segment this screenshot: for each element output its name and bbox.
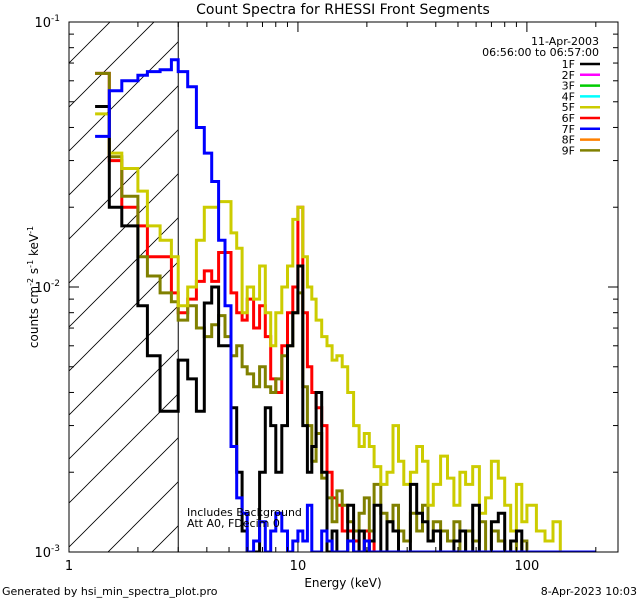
y-tick-base: 10: [34, 281, 51, 296]
legend-label-8F: 8F: [562, 134, 575, 147]
legend-label-9F: 9F: [562, 144, 575, 157]
y-tick-base: 10: [34, 546, 51, 561]
footer-generated-by: Generated by hsi_min_spectra_plot.pro: [2, 585, 218, 598]
chart-title: Count Spectra for RHESSI Front Segments: [196, 2, 490, 18]
y-axis-label-sup1: -2: [26, 278, 35, 286]
annotation-background: Includes Background: [187, 506, 302, 519]
x-tick-label-1: 1: [65, 559, 73, 574]
y-tick-exponent: -3: [51, 544, 60, 554]
y-tick-exponent: -1: [51, 14, 60, 24]
legend-label-7F: 7F: [562, 123, 575, 136]
y-axis-label-sup2: -1: [26, 260, 35, 268]
date-label: 11-Apr-2003: [531, 35, 599, 48]
legend-label-2F: 2F: [562, 69, 575, 82]
series-7F-line: [95, 58, 596, 552]
series-5F-line: [95, 112, 596, 552]
y-tick-label-0.001: 10-3: [34, 544, 60, 561]
x-tick-label-10: 10: [290, 559, 307, 574]
footer-timestamp: 8-Apr-2023 10:03: [541, 585, 637, 598]
time-range-label: 06:56:00 to 06:57:00: [482, 46, 599, 59]
x-tick-label-100: 100: [514, 559, 539, 574]
annotation-attenuator: Att A0, FDecim 0: [187, 517, 280, 530]
legend-label-5F: 5F: [562, 101, 575, 114]
y-tick-label-0.1: 10-1: [34, 14, 60, 31]
background-shaded-region: [69, 22, 179, 552]
y-tick-base: 10: [34, 16, 51, 31]
y-axis-label-s: s: [27, 268, 41, 278]
y-axis-label-kev: keV: [27, 233, 41, 260]
legend-label-6F: 6F: [562, 112, 575, 125]
legend-label-4F: 4F: [562, 90, 575, 103]
y-axis-label-counts: counts cm: [27, 286, 41, 348]
series-1F-line: [95, 105, 596, 552]
legend-label-1F: 1F: [562, 58, 575, 71]
x-axis-label: Energy (keV): [304, 576, 381, 590]
legend-label-3F: 3F: [562, 80, 575, 93]
y-tick-label-0.01: 10-2: [34, 279, 60, 296]
y-axis-label-sup3: -1: [26, 226, 35, 234]
y-tick-exponent: -2: [51, 279, 60, 289]
y-axis-label: counts cm-2 s-1 keV-1: [26, 226, 41, 348]
